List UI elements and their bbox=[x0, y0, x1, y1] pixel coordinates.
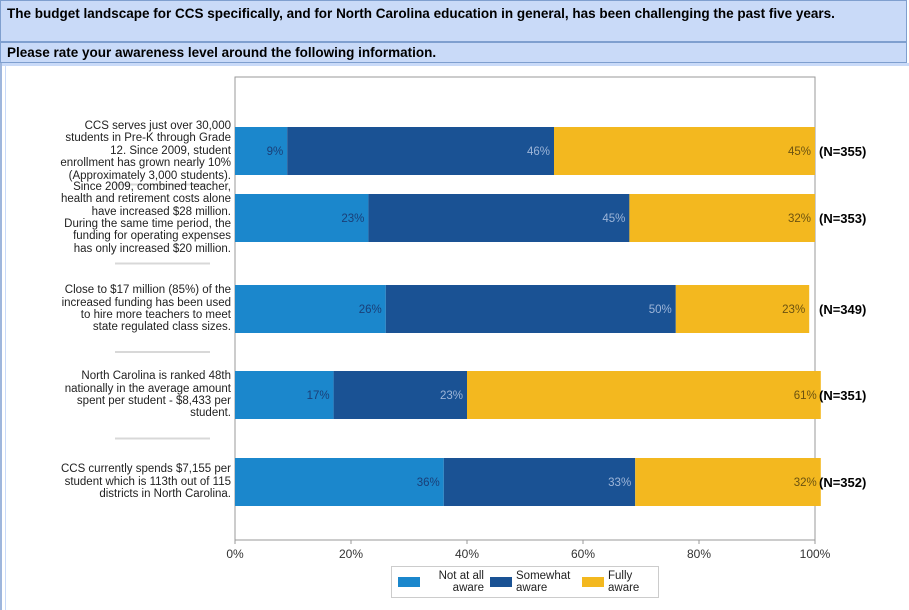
data-label: 45% bbox=[602, 213, 625, 225]
n-count-label: (N=349) bbox=[819, 302, 866, 317]
bar-segment bbox=[385, 285, 676, 333]
category-label-line: CCS serves just over 30,000 bbox=[84, 120, 231, 132]
legend-label: Not at all aware bbox=[424, 570, 484, 594]
bar-segment bbox=[235, 127, 288, 175]
n-count-label: (N=353) bbox=[819, 211, 866, 226]
bar-segment bbox=[443, 458, 636, 506]
category-label: CCS currently spends $7,155 per student w… bbox=[16, 463, 231, 500]
category-label-line: spent per student - $8,433 per bbox=[76, 395, 231, 407]
bar-segment bbox=[467, 371, 821, 419]
bar-segment bbox=[554, 127, 815, 175]
bar-segment bbox=[333, 371, 467, 419]
category-label: North Carolina is ranked 48th nationally … bbox=[16, 370, 231, 420]
category-label-line: nationally in the average amount bbox=[64, 382, 231, 395]
legend-item: Not at all aware bbox=[398, 570, 484, 594]
data-label: 45% bbox=[788, 146, 811, 158]
x-tick-label: 100% bbox=[800, 547, 831, 561]
data-label: 61% bbox=[794, 390, 817, 402]
bar-segment bbox=[235, 194, 369, 242]
legend-item: Fully aware bbox=[582, 570, 668, 594]
bar-segment bbox=[235, 285, 386, 333]
bar-segment bbox=[368, 194, 630, 242]
x-tick-label: 20% bbox=[339, 547, 363, 561]
bar-segment bbox=[235, 371, 334, 419]
legend-label: Somewhat aware bbox=[516, 570, 576, 594]
legend-swatch bbox=[398, 577, 420, 587]
category-label-line: to hire more teachers to meet bbox=[80, 309, 231, 321]
bar-segment bbox=[675, 285, 810, 333]
category-label-line: health and retirement costs alone bbox=[60, 193, 231, 206]
header-title: The budget landscape for CCS specificall… bbox=[7, 6, 835, 21]
n-count-label: (N=352) bbox=[819, 475, 866, 490]
data-label: 32% bbox=[788, 213, 811, 225]
category-label-line: During the same time period, the bbox=[64, 218, 231, 231]
x-tick-label: 60% bbox=[571, 547, 595, 561]
category-label-line: Close to $17 million (85%) of the bbox=[64, 284, 231, 297]
data-label: 23% bbox=[782, 304, 805, 316]
category-label-line: districts in North Carolina. bbox=[99, 488, 231, 501]
data-label: 33% bbox=[608, 477, 631, 489]
category-label-line: state regulated class sizes. bbox=[92, 321, 231, 334]
data-label: 23% bbox=[341, 213, 364, 225]
category-label-line: have increased $28 million. bbox=[91, 205, 231, 218]
legend-label-line: Not at all bbox=[438, 570, 484, 582]
bar-segment bbox=[635, 458, 821, 506]
survey-question-subheader: Please rate your awareness level around … bbox=[0, 42, 907, 63]
n-count-label: (N=355) bbox=[819, 144, 866, 159]
data-label: 23% bbox=[440, 390, 463, 402]
category-label-line: student which is 113th out of 115 bbox=[64, 475, 231, 488]
legend-label-line: Fully bbox=[608, 570, 633, 582]
question-text: Please rate your awareness level around … bbox=[7, 45, 437, 60]
data-label: 46% bbox=[527, 146, 550, 158]
data-label: 9% bbox=[267, 146, 284, 158]
legend-label-line: aware bbox=[608, 582, 640, 594]
category-label-line: CCS currently spends $7,155 per bbox=[60, 463, 231, 476]
category-label-line: funding for operating expenses bbox=[73, 230, 231, 243]
bar-segment bbox=[287, 127, 554, 175]
legend-label-line: aware bbox=[516, 582, 548, 594]
category-label-line: has only increased $20 million. bbox=[73, 242, 231, 255]
category-label: Close to $17 million (85%) of the increas… bbox=[16, 284, 231, 334]
category-label-line: increased funding has been used bbox=[61, 296, 231, 309]
x-tick-label: 0% bbox=[226, 547, 244, 561]
stacked-bar-chart: 9% 46% 45% (N=355) 23% 45% 32% (N=353) 26% 50% 23%… bbox=[115, 76, 866, 561]
bar-segment bbox=[629, 194, 815, 242]
category-label-line: Since 2009, combined teacher, bbox=[73, 180, 231, 193]
data-label: 50% bbox=[649, 304, 672, 316]
category-label-line: enrollment has grown nearly 10% bbox=[60, 157, 231, 170]
legend-item: Somewhat aware bbox=[490, 570, 576, 594]
category-label-line: student. bbox=[190, 407, 231, 420]
legend-swatch bbox=[582, 577, 604, 587]
chart-legend: Not at all aware Somewhat aware Fully aware bbox=[391, 566, 659, 598]
data-label: 32% bbox=[794, 477, 817, 489]
bar-segment bbox=[235, 458, 444, 506]
left-border bbox=[0, 63, 2, 610]
legend-swatch bbox=[490, 577, 512, 587]
category-label-line: (Approximately 3,000 students). bbox=[68, 169, 231, 182]
category-label-line: 12. Since 2009, student bbox=[110, 144, 231, 157]
data-label: 17% bbox=[307, 390, 330, 402]
category-label-line: North Carolina is ranked 48th bbox=[81, 370, 231, 383]
data-label: 26% bbox=[359, 304, 382, 316]
category-label: CCS serves just over 30,000 students in P… bbox=[16, 120, 231, 182]
survey-question-header: The budget landscape for CCS specificall… bbox=[0, 0, 907, 42]
top-divider bbox=[0, 63, 909, 66]
category-label-line: students in Pre-K through Grade bbox=[65, 132, 231, 145]
x-tick-label: 40% bbox=[455, 547, 479, 561]
legend-label-line: aware bbox=[452, 582, 484, 594]
left-border-inner bbox=[5, 63, 6, 610]
legend-label: Fully aware bbox=[608, 570, 668, 594]
category-label: Since 2009, combined teacher, health and … bbox=[16, 181, 231, 255]
x-tick-label: 80% bbox=[687, 547, 711, 561]
n-count-label: (N=351) bbox=[819, 388, 866, 403]
legend-label-line: Somewhat bbox=[516, 570, 571, 582]
data-label: 36% bbox=[417, 477, 440, 489]
